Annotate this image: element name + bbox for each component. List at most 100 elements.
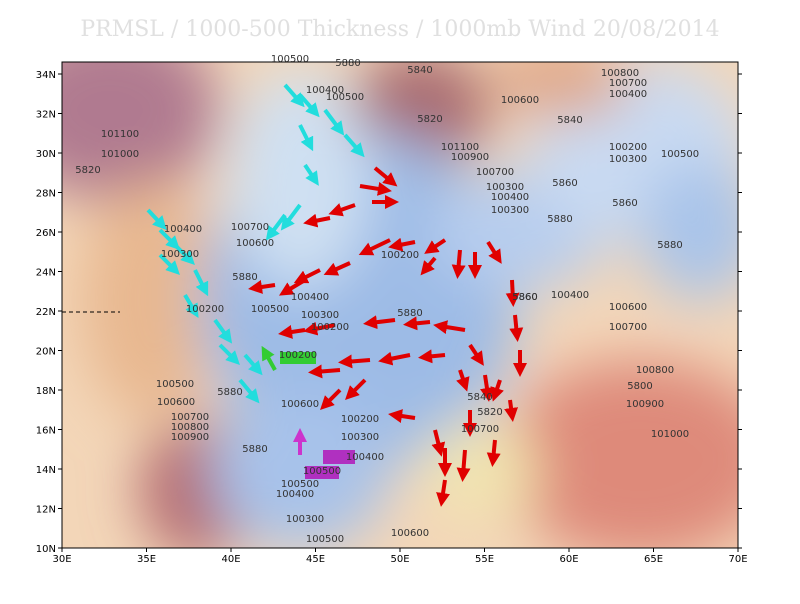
contour-label: 100500 <box>326 92 364 103</box>
wind-arrow <box>490 379 504 402</box>
wind-arrow <box>388 237 416 252</box>
lon-label: 70E <box>728 554 747 565</box>
wind-arrow <box>388 409 416 423</box>
contour-label: 5800 <box>627 381 652 392</box>
contour-label: 100500 <box>271 54 309 65</box>
contour-label: 100400 <box>276 489 314 500</box>
highlight-box <box>305 466 339 479</box>
contour-label: 100600 <box>281 399 319 410</box>
contour-label: 100700 <box>171 412 209 423</box>
wind-arrow <box>505 279 520 307</box>
contour-label: 100600 <box>236 238 274 249</box>
contour-label: 5880 <box>217 387 242 398</box>
contour-label: 101000 <box>651 429 689 440</box>
contour-label: 5880 <box>242 444 267 455</box>
wind-arrow <box>486 240 502 264</box>
lat-label: 26N <box>36 228 56 239</box>
wind-arrows <box>146 83 527 507</box>
wind-arrow <box>183 293 199 319</box>
wind-arrow <box>456 369 470 392</box>
wind-arrow <box>280 203 302 231</box>
contour-label: 100400 <box>491 192 529 203</box>
contour-label: 100300 <box>491 205 529 216</box>
contour-label: 100700 <box>231 222 269 233</box>
contour-label: 5880 <box>657 240 682 251</box>
wind-arrow <box>468 343 484 366</box>
contour-label: 100800 <box>171 422 209 433</box>
contour-label: 100300 <box>301 310 339 321</box>
contour-label: 100400 <box>551 290 589 301</box>
contour-labels: 100500 5880100400100500584058201006001008… <box>75 54 699 545</box>
highlight-box <box>323 450 355 464</box>
contour-label: 100400 <box>164 224 202 235</box>
wind-arrow <box>323 261 351 276</box>
lat-label: 20N <box>36 347 56 358</box>
contour-label: 5840 <box>467 392 492 403</box>
wind-arrow <box>298 93 320 118</box>
wind-arrow <box>359 181 392 196</box>
contour-label: 100300 <box>341 432 379 443</box>
contour-label: 100700 <box>609 78 647 89</box>
wind-arrow <box>320 388 342 410</box>
wind-arrow <box>238 378 260 404</box>
wind-arrow <box>343 133 365 158</box>
wind-arrow <box>509 314 524 342</box>
wind-arrow <box>420 256 437 276</box>
contour-label: 100300 <box>286 514 324 525</box>
contour-label: 100600 <box>391 528 429 539</box>
wind-arrow <box>298 124 314 152</box>
contour-label: 100700 <box>476 167 514 178</box>
contour-label: 100400 <box>291 292 329 303</box>
contour-label: 100300 <box>486 182 524 193</box>
contour-label: 5860 <box>552 178 577 189</box>
contour-label: 100200 <box>381 250 419 261</box>
contour-label: 100700 <box>609 322 647 333</box>
contour-label: 100500 <box>306 534 344 545</box>
contour-label: 5820 <box>75 165 100 176</box>
contour-label: 5880 <box>232 272 257 283</box>
contour-label: 100900 <box>451 152 489 163</box>
wind-arrow <box>323 108 345 136</box>
wind-arrow <box>278 278 307 296</box>
wind-arrow <box>283 83 305 108</box>
wind-arrow <box>424 238 447 254</box>
highlight-box <box>280 352 316 364</box>
contour-label: 100700 <box>461 424 499 435</box>
lat-label: 18N <box>36 386 56 397</box>
contour-label: 100500 <box>661 149 699 160</box>
wind-arrow <box>373 166 398 187</box>
wind-arrow <box>456 449 471 482</box>
contour-label: 100500 <box>281 479 319 490</box>
lon-label: 65E <box>644 554 663 565</box>
contour-label: 100600 <box>157 397 195 408</box>
wind-arrow <box>418 349 446 364</box>
wind-arrow <box>213 318 233 344</box>
lon-label: 50E <box>390 554 409 565</box>
lat-label: 10N <box>36 544 56 555</box>
contour-label: 100200 <box>279 350 317 361</box>
contour-label: 100600 <box>501 95 539 106</box>
contour-label: 100800 <box>636 365 674 376</box>
wind-arrow <box>436 479 450 507</box>
contour-label: 5820 <box>477 407 502 418</box>
contour-label: 5860 <box>612 198 637 209</box>
lat-label: 24N <box>36 268 56 279</box>
contour-label: 100300 <box>161 249 199 260</box>
lat-label: 32N <box>36 110 56 121</box>
wind-arrow <box>303 163 319 186</box>
contour-label: 5880 <box>547 214 572 225</box>
wind-arrow <box>378 351 411 366</box>
contour-label: 100300 <box>609 154 647 165</box>
wind-arrow <box>248 280 276 294</box>
lat-label: 16N <box>36 426 56 437</box>
wind-arrow <box>345 378 367 400</box>
lat-label: 14N <box>36 465 56 476</box>
lat-label: 22N <box>36 307 56 318</box>
lat-label: 30N <box>36 149 56 160</box>
contour-label: 100200 <box>186 304 224 315</box>
contour-label: 100500 <box>303 466 341 477</box>
contour-label: 5840 <box>557 115 582 126</box>
wind-arrow <box>363 315 396 330</box>
wind-arrow <box>146 208 167 231</box>
